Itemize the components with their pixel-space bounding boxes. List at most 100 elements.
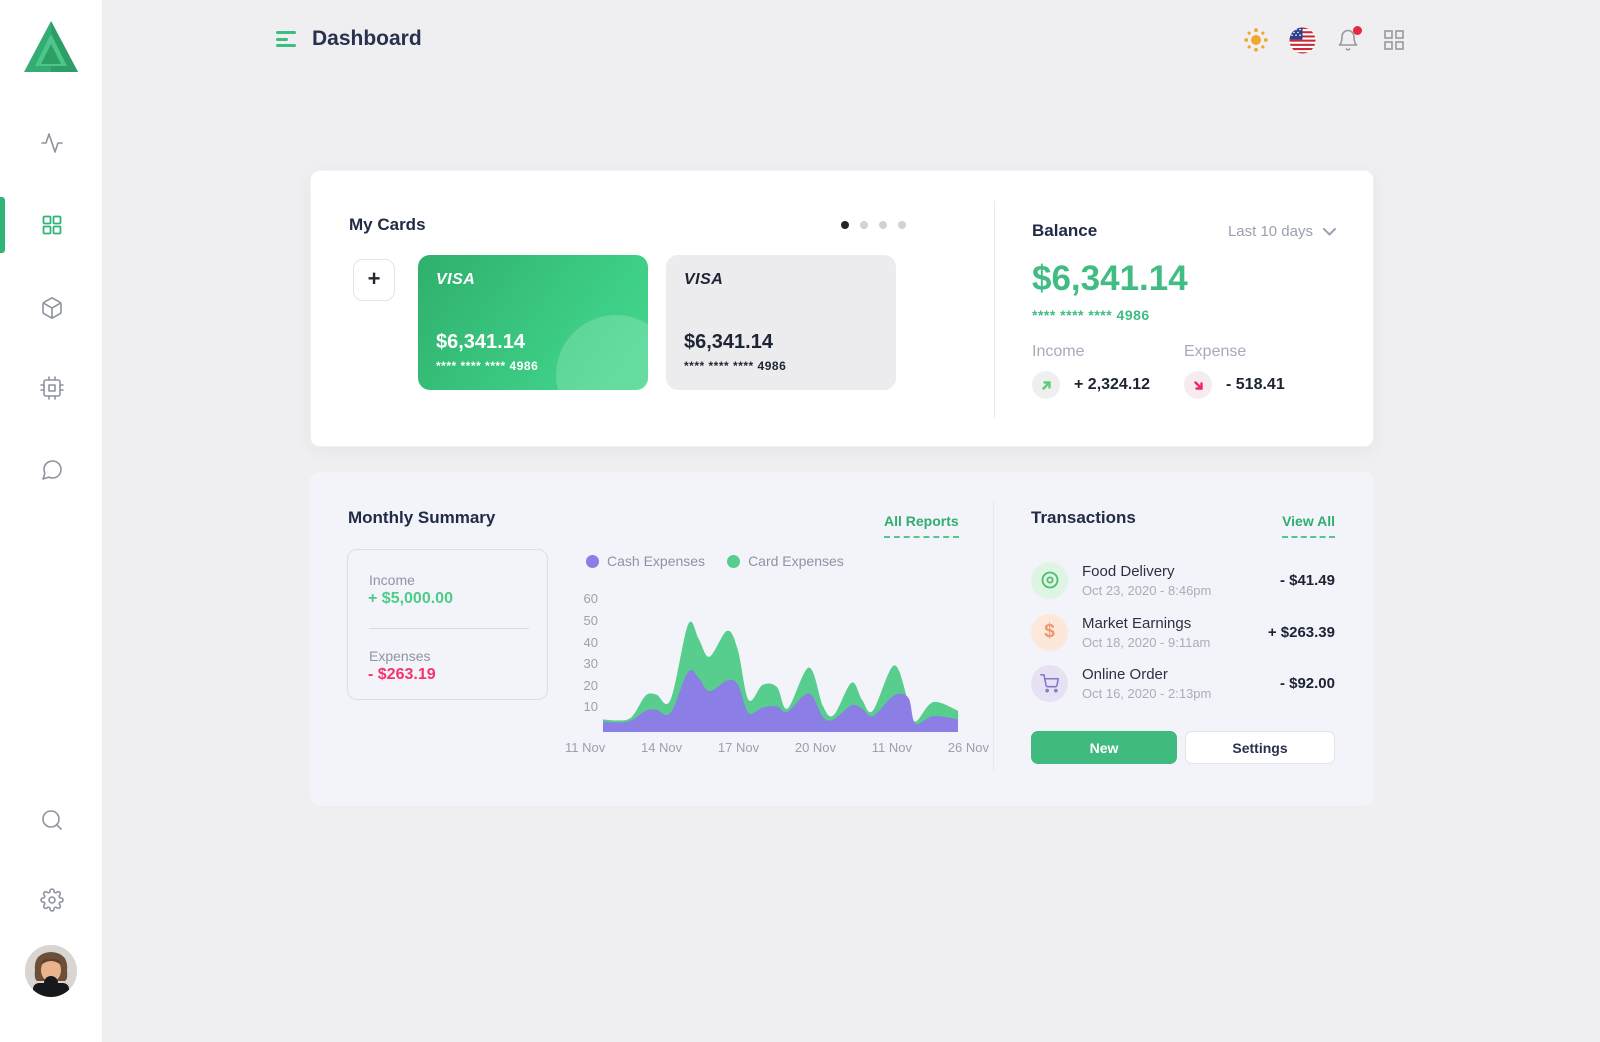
dollar-icon: $: [1031, 613, 1068, 651]
notification-dot: [1353, 26, 1362, 35]
transaction-row[interactable]: Online Order Oct 16, 2020 - 2:13pm - $92…: [1031, 663, 1335, 703]
credit-card[interactable]: VISA $6,341.14 **** **** **** 4986: [666, 255, 896, 390]
legend-label: Card Expenses: [748, 553, 844, 569]
sidebar-item-messages[interactable]: [0, 442, 103, 498]
transaction-date: Oct 23, 2020 - 8:46pm: [1082, 582, 1212, 598]
y-tick-label: 10: [583, 699, 598, 715]
divider: [994, 201, 995, 418]
x-tick-label: 17 Nov: [717, 740, 760, 755]
transaction-amount: + $263.39: [1267, 623, 1335, 641]
summary-expenses-value: - $263.19: [368, 666, 436, 683]
x-tick-label: 14 Nov: [640, 740, 683, 755]
summary-income-value: + $5,000.00: [368, 590, 453, 607]
food-delivery-icon: [1031, 561, 1068, 599]
menu-line: [276, 44, 296, 47]
divider: [369, 628, 529, 629]
transaction-row[interactable]: $ Market Earnings Oct 18, 2020 - 9:11am …: [1031, 612, 1335, 652]
sun-icon: [1244, 28, 1268, 52]
card-decoration: [556, 315, 648, 390]
x-tick-label: 11 Nov: [871, 740, 913, 755]
balance-section: Balance Last 10 days $6,341.14 **** ****…: [1032, 171, 1336, 448]
menu-line: [276, 31, 296, 34]
chart-x-axis: 11 Nov 14 Nov 17 Nov 20 Nov 11 Nov 26 Nov: [565, 740, 989, 755]
sidebar-item-activity[interactable]: [0, 115, 103, 171]
x-tick-label: 11 Nov: [565, 740, 606, 755]
chat-bubble-icon: [41, 460, 62, 480]
income-arrow-icon: [1032, 371, 1060, 399]
carousel-dot[interactable]: [879, 221, 887, 229]
chart-y-axis: 60 50 40 30 20 10: [568, 587, 598, 732]
new-button[interactable]: New: [1031, 731, 1177, 764]
card-number: **** **** **** 4986: [684, 359, 787, 373]
notifications-button[interactable]: [1334, 26, 1362, 54]
carousel-dot[interactable]: [841, 221, 849, 229]
transaction-date: Oct 16, 2020 - 2:13pm: [1082, 685, 1212, 701]
credit-card[interactable]: VISA $6,341.14 **** **** **** 4986: [418, 255, 648, 390]
activity-icon: [40, 133, 63, 153]
bell-icon: [1338, 29, 1358, 51]
legend-dot-icon: [727, 554, 741, 568]
x-tick-label: 26 Nov: [947, 740, 989, 755]
us-flag-icon: [1289, 27, 1315, 53]
add-card-button[interactable]: +: [353, 259, 395, 301]
expense-arrow-icon: [1184, 371, 1212, 399]
visa-logo: VISA: [684, 271, 724, 288]
visa-logo: VISA: [436, 271, 476, 288]
expenses-area-chart: [603, 587, 958, 732]
expense-summary: Expense - 518.41: [1184, 343, 1285, 399]
transaction-amount: - $92.00: [1279, 674, 1335, 692]
y-tick-label: 40: [583, 634, 598, 650]
settings-button[interactable]: Settings: [1185, 731, 1335, 764]
sidebar-item-system[interactable]: [0, 360, 103, 416]
page-title: Dashboard: [312, 27, 422, 50]
expense-label: Expense: [1184, 343, 1247, 360]
summary-income-label: Income: [369, 572, 415, 588]
balance-card-number: **** **** **** 4986: [1032, 307, 1150, 323]
active-indicator: [0, 197, 5, 253]
card-number: **** **** **** 4986: [436, 359, 539, 373]
all-reports-link[interactable]: All Reports: [884, 513, 959, 538]
summary-expenses-label: Expenses: [369, 648, 431, 664]
cards-carousel-dots: [841, 221, 906, 229]
cpu-icon: [39, 376, 64, 400]
cards-balance-panel: My Cards + VISA $6,341.14 **** **** ****…: [310, 170, 1374, 447]
card-balance: $6,341.14: [684, 331, 773, 353]
sidebar-item-settings[interactable]: [0, 872, 103, 928]
theme-sun-button[interactable]: [1242, 26, 1270, 54]
legend-item: Card Expenses: [727, 553, 844, 569]
box-icon: [41, 297, 62, 319]
balance-amount: $6,341.14: [1032, 259, 1188, 298]
apps-button[interactable]: [1380, 26, 1408, 54]
y-tick-label: 30: [583, 656, 598, 672]
view-all-link[interactable]: View All: [1282, 513, 1335, 538]
sidebar: [0, 0, 103, 1042]
sidebar-item-search[interactable]: [0, 792, 103, 848]
sidebar-item-products[interactable]: [0, 280, 103, 336]
carousel-dot[interactable]: [898, 221, 906, 229]
user-avatar[interactable]: [25, 945, 77, 997]
legend-dot-icon: [586, 554, 599, 568]
cart-icon: [1031, 664, 1068, 702]
card-balance: $6,341.14: [436, 331, 525, 353]
divider: [993, 500, 994, 772]
menu-toggle-button[interactable]: [276, 31, 296, 47]
income-expenses-card: Income + $5,000.00 Expenses - $263.19: [347, 549, 548, 700]
chart-series-area: [603, 669, 958, 732]
y-tick-label: 50: [583, 613, 598, 628]
balance-period-label: Last 10 days: [1227, 223, 1313, 240]
dashboard-grid-icon: [42, 215, 61, 235]
sidebar-item-dashboard[interactable]: [0, 197, 103, 253]
transactions-title: Transactions: [1031, 508, 1136, 527]
app-logo-icon[interactable]: [23, 20, 79, 74]
chart-legend: Cash Expenses Card Expenses: [586, 553, 844, 569]
chevron-down-icon: [1323, 227, 1336, 235]
balance-period-dropdown[interactable]: Last 10 days: [1228, 223, 1336, 240]
y-tick-label: 20: [583, 677, 598, 693]
transaction-date: Oct 18, 2020 - 9:11am: [1082, 634, 1211, 650]
transaction-row[interactable]: Food Delivery Oct 23, 2020 - 8:46pm - $4…: [1031, 560, 1335, 600]
monthly-summary-title: Monthly Summary: [348, 508, 496, 527]
gear-icon: [39, 888, 64, 912]
carousel-dot[interactable]: [860, 221, 868, 229]
y-tick-label: 60: [583, 591, 598, 607]
language-flag-button[interactable]: [1288, 26, 1316, 54]
